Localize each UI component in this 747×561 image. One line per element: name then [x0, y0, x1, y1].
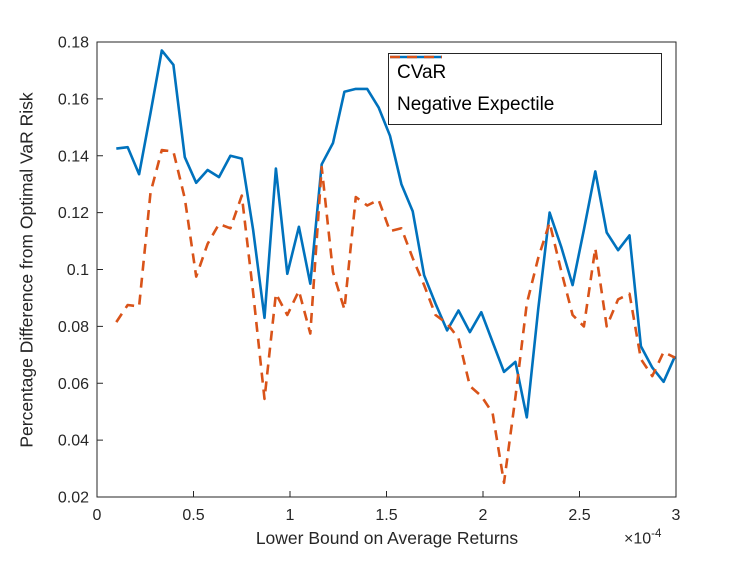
y-tick-label: 0.16 [58, 91, 89, 108]
y-tick-label: 0.14 [58, 148, 89, 165]
y-tick-label: 0.18 [58, 35, 89, 52]
negative-expectile-line [115, 148, 676, 485]
x-tick-label: 1.5 [375, 507, 397, 524]
y-tick-label: 0.12 [58, 205, 89, 222]
x-axis-exponent-label: ×10-4 [624, 528, 661, 548]
negative-expectile-line-sample [390, 55, 442, 59]
x-tick-label: 0.5 [182, 507, 204, 524]
legend-entry-cvar: CVaR [390, 55, 653, 88]
exponent-power: -4 [651, 528, 662, 540]
y-tick-label: 0.08 [58, 319, 89, 336]
x-axis-label: Lower Bound on Average Returns [255, 528, 519, 548]
x-tick-label: 1 [286, 507, 295, 524]
legend-label-negative-expectile: Negative Expectile [397, 94, 555, 115]
x-tick-label: 2 [479, 507, 488, 524]
y-tick-label: 0.06 [58, 376, 89, 393]
exponent-base: ×10 [624, 530, 652, 548]
x-tick-label: 3 [672, 507, 681, 524]
legend-label-cvar: CVaR [397, 62, 447, 83]
x-tick-label: 0 [93, 507, 102, 524]
y-tick-label: 0.04 [58, 433, 89, 450]
y-tick-label: 0.02 [58, 490, 89, 507]
legend-entry-negative-expectile: Negative Expectile [390, 55, 653, 120]
y-tick-label: 0.1 [67, 262, 89, 279]
x-tick-label: 2.5 [568, 507, 590, 524]
y-axis-label: Percentage Difference from Optimal VaR R… [16, 92, 37, 448]
cvar-line [116, 49, 677, 419]
legend-box: CVaR Negative Expectile [388, 53, 662, 125]
